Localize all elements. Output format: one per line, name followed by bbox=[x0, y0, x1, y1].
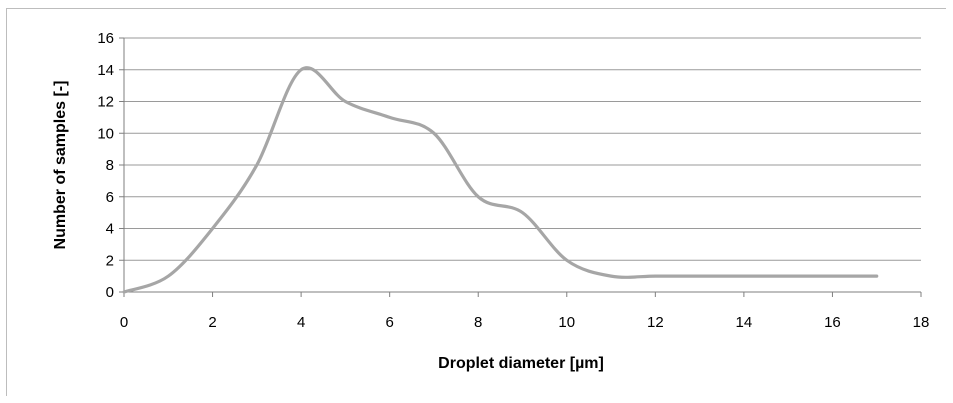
gridlines bbox=[124, 37, 921, 261]
x-tick-label: 14 bbox=[736, 314, 753, 331]
y-axis-tick-labels: 0 2 4 6 8 10 12 14 16 bbox=[97, 30, 114, 301]
series-line bbox=[122, 66, 879, 294]
x-tick-label: 2 bbox=[208, 314, 216, 331]
y-tick-label: 10 bbox=[97, 125, 114, 142]
x-axis-tick-labels: 0 2 4 6 8 10 12 14 16 18 bbox=[120, 314, 930, 331]
x-tick-label: 12 bbox=[647, 314, 664, 331]
y-tick-label: 2 bbox=[106, 252, 114, 269]
y-tick-label: 0 bbox=[106, 284, 114, 301]
y-tick-label: 12 bbox=[97, 94, 114, 111]
chart-frame bbox=[6, 8, 946, 396]
x-tick-label: 6 bbox=[385, 314, 393, 331]
y-axis-title: Number of samples [-] bbox=[52, 81, 69, 250]
axes bbox=[119, 37, 922, 297]
x-axis-title: Droplet diameter [µm] bbox=[438, 355, 604, 372]
x-tick-label: 10 bbox=[558, 314, 575, 331]
y-tick-label: 6 bbox=[106, 189, 114, 206]
series-group bbox=[122, 66, 879, 294]
x-tick-label: 18 bbox=[913, 314, 930, 331]
y-tick-label: 8 bbox=[106, 157, 114, 174]
y-tick-label: 14 bbox=[97, 62, 114, 79]
x-tick-label: 4 bbox=[297, 314, 305, 331]
y-tick-label: 16 bbox=[97, 30, 114, 47]
y-tick-label: 4 bbox=[106, 221, 114, 238]
x-tick-label: 8 bbox=[474, 314, 482, 331]
x-tick-label: 0 bbox=[120, 314, 128, 331]
x-tick-label: 16 bbox=[824, 314, 841, 331]
